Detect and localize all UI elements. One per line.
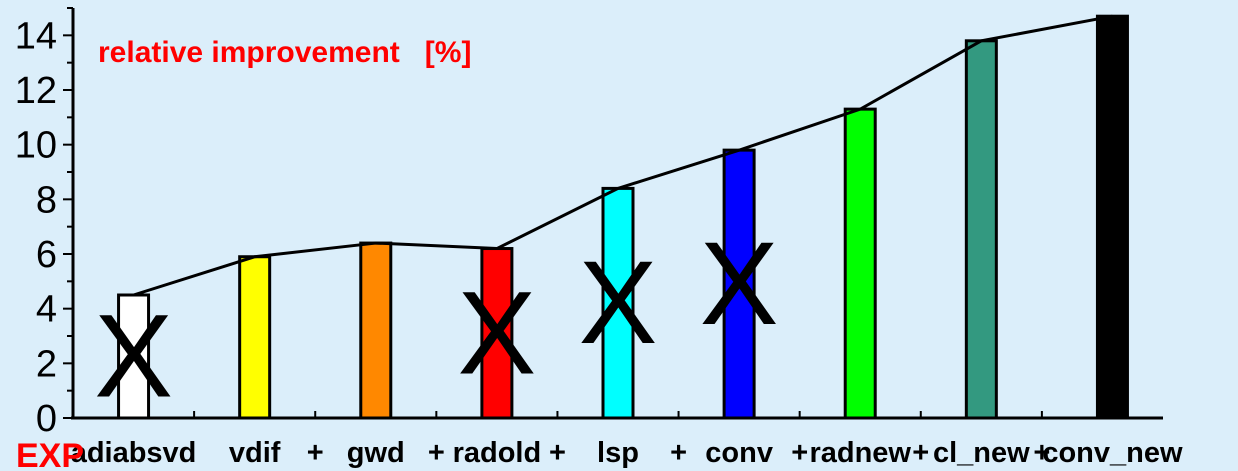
cross-mark-radold: X <box>458 267 537 399</box>
x-label-prefix: + <box>428 437 445 469</box>
x-axis-label: EXP <box>16 437 84 471</box>
x-label-conv_new: conv_new <box>1042 437 1183 469</box>
bar-gwd <box>359 241 393 420</box>
x-label-prefix: + <box>549 437 566 469</box>
x-label-radold: radold <box>453 437 542 469</box>
x-label-prefix: + <box>670 437 687 469</box>
bar-radnew <box>843 107 877 420</box>
x-label-radnew: radnew <box>809 437 911 469</box>
y-tick-label: 14 <box>15 15 57 57</box>
trend-line <box>133 14 1113 297</box>
bar-lsp <box>601 186 635 420</box>
y-tick-label: 12 <box>15 70 57 112</box>
x-label-cl_new: cl_new <box>933 437 1030 469</box>
bar-cl_new <box>964 39 998 420</box>
x-label-lsp: lsp <box>597 437 639 469</box>
x-label-prefix: + <box>1033 437 1050 469</box>
x-label-adiabsvd: adiabsvd <box>71 437 197 469</box>
bar-adiabsvd <box>117 293 151 420</box>
x-label-prefix: + <box>791 437 808 469</box>
y-tick-label: 0 <box>36 398 57 440</box>
x-label-prefix: + <box>912 437 929 469</box>
x-label-vdif: vdif <box>229 437 281 469</box>
y-ticks: 0 2 4 6 8 10 12 14 <box>15 7 1043 440</box>
trend-polyline <box>133 14 1113 297</box>
bar-vdif <box>238 255 272 420</box>
y-tick-label: 8 <box>36 179 57 221</box>
x-label-conv: conv <box>705 437 773 469</box>
cross-mark-lsp: X <box>579 237 658 369</box>
y-tick-label: 2 <box>36 343 57 385</box>
bar-conv_new <box>1095 14 1129 420</box>
y-tick-label: 10 <box>15 125 57 167</box>
x-label-prefix: + <box>307 437 324 469</box>
x-label-gwd: gwd <box>347 437 405 469</box>
chart-title: relative improvement [%] <box>98 36 471 69</box>
y-tick-label: 4 <box>36 289 57 331</box>
y-tick-label: 6 <box>36 234 57 276</box>
cross-mark-adiabsvd: X <box>94 291 173 423</box>
category-labels: adiabsvd vdif gwd+ radold+ lsp+ conv+ radnew+ c… <box>71 437 1183 469</box>
cross-mark-conv: X <box>700 218 779 350</box>
